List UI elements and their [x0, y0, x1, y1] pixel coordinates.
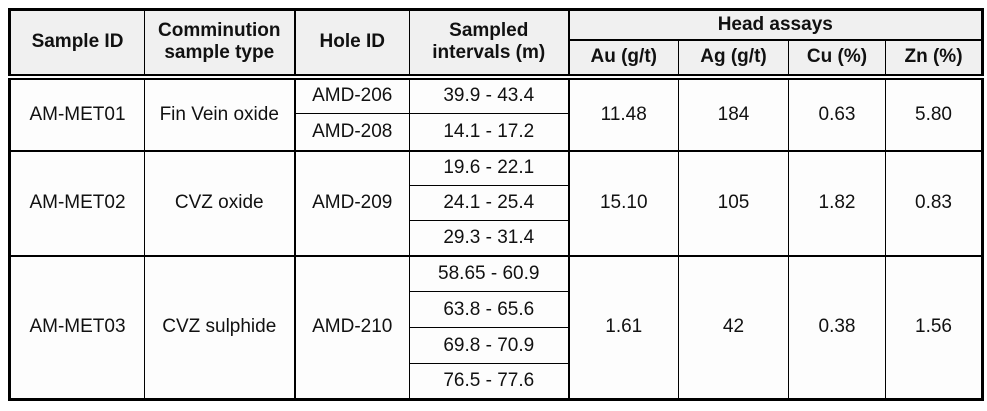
- cell-interval: 14.1 - 17.2: [409, 113, 569, 151]
- cell-interval: 19.6 - 22.1: [409, 149, 569, 186]
- cell-cu: 1.82: [788, 149, 886, 256]
- header-comminution-sample-type: Comminution sample type: [144, 9, 295, 80]
- table-row: AMD-208 14.1 - 17.2: [10, 113, 983, 151]
- cell-ag: 184: [678, 76, 789, 151]
- cell-interval: 76.5 - 77.6: [409, 363, 569, 400]
- header-row-sub: Au (g/t) Ag (g/t) Cu (%) Zn (%): [10, 39, 984, 80]
- table-row: 69.8 - 70.9: [10, 327, 983, 364]
- header-zn: Zn (%): [884, 39, 984, 80]
- header-au: Au (g/t): [567, 39, 679, 80]
- cell-hole-id: AMD-208: [293, 113, 410, 151]
- cell-cu: 0.38: [788, 254, 886, 400]
- cell-cu: 0.63: [788, 76, 886, 151]
- table-row: AM-MET03 CVZ sulphide AMD-210 58.65 - 60…: [9, 254, 984, 400]
- header-head-assays: Head assays: [567, 9, 984, 41]
- cell-interval: 39.9 - 43.4: [409, 76, 569, 114]
- header-hole-id: Hole ID: [293, 9, 410, 80]
- cell-sample-type: Fin Vein oxide: [144, 76, 295, 151]
- header-ag: Ag (g/t): [678, 39, 789, 80]
- cell-hole-id: AMD-209: [293, 149, 410, 256]
- cell-interval: 24.1 - 25.4: [409, 185, 569, 221]
- cell-sample-id: AM-MET02: [9, 149, 145, 256]
- table-row: 29.3 - 31.4: [10, 220, 983, 256]
- cell-interval: 58.65 - 60.9: [409, 254, 569, 292]
- cell-ag: 42: [678, 254, 789, 400]
- cell-au: 15.10: [567, 149, 679, 256]
- cell-hole-id: AMD-210: [293, 254, 410, 400]
- assay-table-container: Sample ID Comminution sample type Hole I…: [8, 8, 985, 401]
- cell-zn: 1.56: [884, 254, 984, 400]
- header-sample-id: Sample ID: [9, 9, 145, 80]
- header-cu: Cu (%): [788, 39, 886, 80]
- cell-hole-id: AMD-206: [293, 76, 410, 114]
- cell-au: 11.48: [567, 76, 679, 151]
- cell-sample-type: CVZ oxide: [144, 149, 295, 256]
- cell-sample-id: AM-MET03: [9, 254, 145, 400]
- header-sampled-intervals: Sampled intervals (m): [409, 9, 569, 80]
- metallurgical-samples-table: Sample ID Comminution sample type Hole I…: [8, 8, 985, 401]
- header-row-top: Sample ID Comminution sample type Hole I…: [9, 9, 984, 80]
- cell-interval: 69.8 - 70.9: [409, 327, 569, 364]
- table-header: Sample ID Comminution sample type Hole I…: [9, 9, 984, 80]
- cell-au: 1.61: [567, 254, 679, 400]
- cell-zn: 0.83: [884, 149, 984, 256]
- table-row: 24.1 - 25.4: [10, 185, 983, 221]
- table-row: 63.8 - 65.6: [10, 291, 983, 328]
- cell-ag: 105: [678, 149, 789, 256]
- table-row: AM-MET02 CVZ oxide AMD-209 19.6 - 22.1 1…: [9, 149, 984, 256]
- cell-interval: 63.8 - 65.6: [409, 291, 569, 328]
- cell-sample-id: AM-MET01: [9, 76, 145, 151]
- cell-sample-type: CVZ sulphide: [144, 254, 295, 400]
- table-row: AM-MET01 Fin Vein oxide AMD-206 39.9 - 4…: [9, 76, 984, 151]
- table-row: 76.5 - 77.6: [10, 363, 983, 400]
- table-body: AM-MET01 Fin Vein oxide AMD-206 39.9 - 4…: [9, 76, 984, 400]
- cell-interval: 29.3 - 31.4: [409, 220, 569, 256]
- cell-zn: 5.80: [884, 76, 984, 151]
